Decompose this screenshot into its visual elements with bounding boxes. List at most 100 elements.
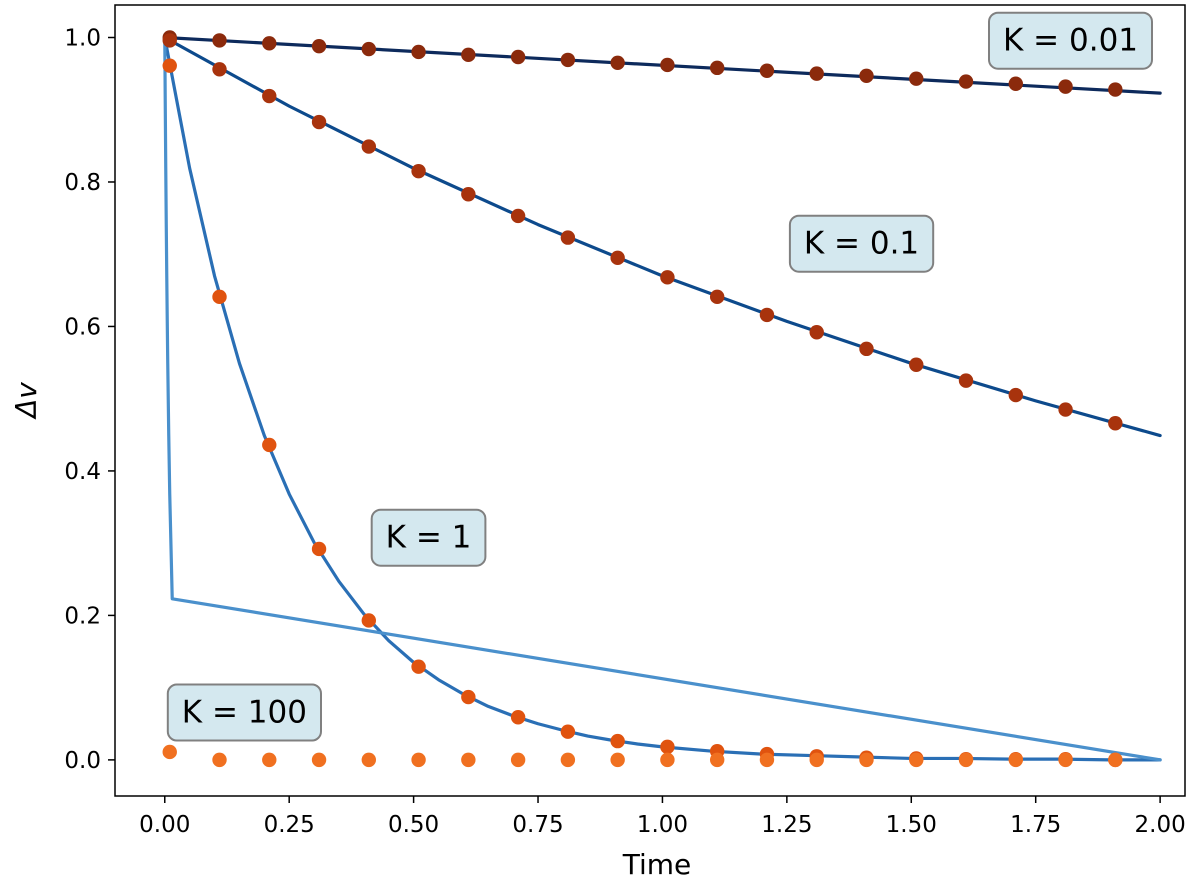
series-0-point-5 [411, 44, 426, 60]
series-0-point-13 [809, 66, 824, 81]
series-3-point-19 [1108, 752, 1123, 768]
series-3-point-4 [361, 752, 377, 768]
series-0-point-17 [1008, 76, 1023, 91]
series-0-point-1 [212, 33, 227, 48]
y-axis-title: Δv [10, 382, 43, 420]
series-3-point-11 [709, 752, 725, 768]
series-2-point-4 [361, 613, 377, 628]
annotation-label-2: K = 1 [386, 520, 472, 556]
series-1-point-2 [262, 88, 277, 104]
x-tick-label-1: 0.25 [264, 812, 315, 838]
series-1-point-3 [311, 114, 327, 130]
series-3-point-18 [1058, 752, 1073, 768]
annotation-label-1: K = 0.1 [804, 226, 919, 262]
series-2-point-8 [560, 724, 576, 739]
series-0-point-16 [958, 74, 974, 89]
x-tick-label-4: 1.00 [637, 812, 688, 838]
series-0-point-15 [909, 71, 924, 86]
series-2-point-10 [660, 739, 675, 755]
series-0-point-11 [709, 60, 725, 76]
x-tick-label-8: 2.00 [1135, 812, 1186, 838]
annotation-box-3 [166, 683, 322, 742]
series-1-point-14 [859, 341, 874, 357]
series-2-point-3 [311, 541, 327, 557]
x-tick-label-5: 1.25 [761, 812, 812, 838]
annotation-2: K = 1 [370, 508, 487, 567]
series-0-point-4 [361, 41, 377, 57]
series-0-point-3 [311, 38, 327, 54]
series-1-point-13 [809, 325, 824, 340]
annotation-label-3: K = 100 [182, 694, 307, 730]
series-3-point-1 [212, 752, 227, 768]
series-2-point-5 [411, 659, 426, 674]
y-tick-label-0: 0.0 [64, 748, 101, 774]
series-2-point-7 [510, 710, 526, 725]
series-0-point-9 [610, 55, 625, 70]
series-0-point-6 [461, 47, 476, 63]
series-0-point-19 [1108, 82, 1123, 97]
series-3-point-10 [660, 752, 675, 768]
series-3-point-16 [958, 752, 974, 768]
series-1-point-1 [212, 62, 227, 77]
series-0-point-7 [510, 49, 526, 65]
series-3-point-0 [162, 744, 177, 760]
y-tick-label-1: 0.2 [64, 603, 101, 629]
y-tick-label-2: 0.4 [64, 459, 101, 485]
series-2-point-1 [212, 289, 227, 305]
series-0-point-18 [1058, 79, 1073, 94]
series-3-point-2 [262, 752, 277, 768]
y-tick-label-5: 1.0 [64, 26, 101, 52]
series-2-point-6 [461, 689, 476, 705]
annotation-1: K = 0.1 [788, 214, 935, 273]
x-axis-title: Time [622, 848, 692, 881]
series-2-point-9 [610, 733, 625, 749]
series-1-point-12 [759, 307, 775, 323]
annotation-label-0: K = 0.01 [1003, 23, 1138, 59]
series-3-point-9 [610, 752, 625, 768]
series-1-point-18 [1058, 402, 1073, 417]
plot-area [162, 30, 1162, 768]
x-axis: 0.00 0.25 0.50 0.75 1.00 1.25 1.50 1.75 2.00 [139, 796, 1186, 838]
series-1-point-0 [162, 33, 177, 48]
y-tick-label-3: 0.6 [64, 314, 101, 340]
series-1-point-10 [660, 270, 675, 285]
series-1-point-9 [610, 250, 625, 266]
series-3-point-5 [411, 752, 426, 768]
plot-frame [114, 4, 1186, 797]
series-2-point-2 [262, 437, 277, 453]
series-line-3 [163, 35, 1162, 762]
annotation-3: K = 100 [166, 683, 322, 742]
series-3-point-14 [859, 752, 874, 768]
series-0-point-14 [859, 68, 874, 83]
x-tick-label-2: 0.50 [388, 812, 439, 838]
y-axis: 0.0 0.2 0.4 0.6 0.8 1.0 [64, 26, 115, 774]
series-1-point-17 [1008, 387, 1023, 403]
series-3-point-7 [510, 752, 526, 768]
series-line-1 [163, 35, 1162, 438]
series-1-point-8 [560, 230, 576, 245]
series-3-point-12 [759, 752, 775, 768]
series-3-point-8 [560, 752, 576, 768]
series-3-point-17 [1008, 752, 1023, 768]
series-1-point-5 [411, 163, 426, 179]
series-2-point-0 [162, 58, 177, 73]
annotation-0: K = 0.01 [988, 11, 1153, 70]
series-1-point-7 [510, 208, 526, 224]
series-1-point-11 [709, 289, 725, 305]
series-3-point-6 [461, 752, 476, 768]
series-0-point-8 [560, 52, 576, 68]
series-0-point-10 [660, 57, 675, 73]
series-1-point-19 [1108, 416, 1123, 431]
annotation-box-1 [788, 214, 935, 273]
annotations: K = 0.01 K = 0.1 K = 1 K = 100 [166, 11, 1153, 742]
series-1-point-16 [958, 373, 974, 388]
series-1-point-6 [461, 187, 476, 202]
series-1-point-4 [361, 139, 377, 154]
x-tick-label-3: 0.75 [512, 812, 563, 838]
annotation-box-2 [370, 508, 487, 567]
annotation-box-0 [988, 11, 1153, 70]
series-1-point-15 [909, 357, 924, 372]
y-tick-label-4: 0.8 [64, 170, 101, 196]
series-3-point-3 [311, 752, 327, 768]
x-tick-label-7: 1.75 [1010, 812, 1061, 838]
